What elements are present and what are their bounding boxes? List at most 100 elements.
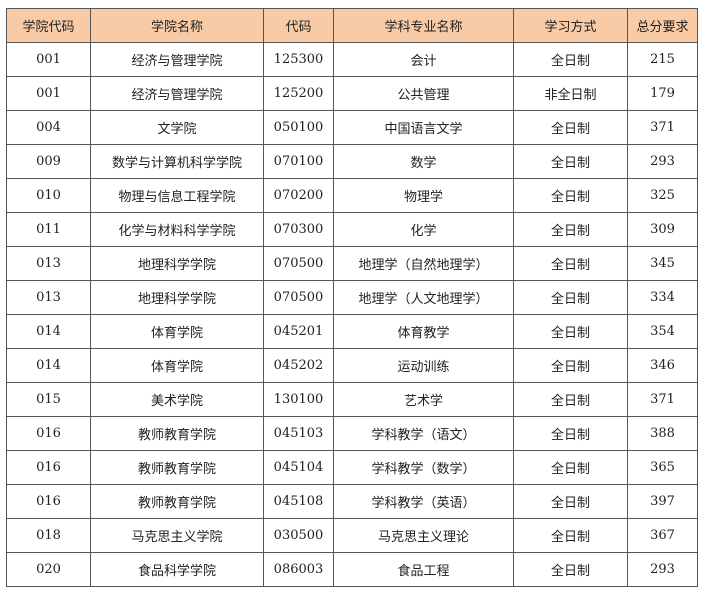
table-cell: 179 [627,76,698,111]
table-cell: 371 [627,110,698,145]
table-cell: 教师教育学院 [90,416,264,451]
table-row: 020 食品科学学院 086003 食品工程 全日制 293 [6,552,698,587]
table-cell: 艺术学 [333,382,514,417]
table-cell: 050100 [263,110,334,145]
table-cell: 125200 [263,76,334,111]
table-cell: 马克思主义学院 [90,518,264,553]
table-cell: 全日制 [513,552,628,587]
table-cell: 365 [627,450,698,485]
table-cell: 367 [627,518,698,553]
table-cell: 004 [6,110,91,145]
table-row: 009 数学与计算机科学学院 070100 数学 全日制 293 [6,144,698,179]
table-body: 001 经济与管理学院 125300 会计 全日制 215 001 经济与管理学院 125200… [6,42,698,587]
table-cell: 293 [627,552,698,587]
admission-table: 学院代码 学院名称 代码 学科专业名称 学习方式 总分要求 001 经济与管理学院 12530… [6,8,698,587]
table-cell: 354 [627,314,698,349]
table-cell: 086003 [263,552,334,587]
table-cell: 371 [627,382,698,417]
table-row: 001 经济与管理学院 125200 公共管理 非全日制 179 [6,76,698,111]
table-cell: 物理与信息工程学院 [90,178,264,213]
table-cell: 014 [6,314,91,349]
table-cell: 345 [627,246,698,281]
table-cell: 体育学院 [90,314,264,349]
table-cell: 全日制 [513,314,628,349]
table-cell: 地理学（自然地理学） [333,246,514,281]
table-cell: 001 [6,76,91,111]
table-cell: 045103 [263,416,334,451]
table-cell: 文学院 [90,110,264,145]
header-cell: 代码 [263,8,334,43]
table-cell: 070200 [263,178,334,213]
table-cell: 化学 [333,212,514,247]
table-cell: 会计 [333,42,514,77]
table-cell: 045201 [263,314,334,349]
table-cell: 食品科学学院 [90,552,264,587]
table-cell: 地理科学学院 [90,246,264,281]
table-cell: 020 [6,552,91,587]
table-cell: 215 [627,42,698,77]
table-cell: 美术学院 [90,382,264,417]
header-cell: 总分要求 [627,8,698,43]
table-cell: 130100 [263,382,334,417]
table-row: 011 化学与材料科学学院 070300 化学 全日制 309 [6,212,698,247]
table-cell: 388 [627,416,698,451]
table-row: 018 马克思主义学院 030500 马克思主义理论 全日制 367 [6,518,698,553]
table-cell: 教师教育学院 [90,484,264,519]
table-cell: 334 [627,280,698,315]
table-cell: 全日制 [513,246,628,281]
table-cell: 全日制 [513,450,628,485]
table-cell: 293 [627,144,698,179]
table-cell: 全日制 [513,212,628,247]
table-cell: 070500 [263,246,334,281]
header-cell: 学习方式 [513,8,628,43]
header-cell: 学院名称 [90,8,264,43]
header-cell: 学院代码 [6,8,91,43]
table-cell: 全日制 [513,484,628,519]
table-cell: 325 [627,178,698,213]
table-cell: 010 [6,178,91,213]
table-cell: 045108 [263,484,334,519]
table-cell: 数学与计算机科学学院 [90,144,264,179]
header-cell: 学科专业名称 [333,8,514,43]
table-cell: 全日制 [513,382,628,417]
table-cell: 体育教学 [333,314,514,349]
table-cell: 001 [6,42,91,77]
table-row: 013 地理科学学院 070500 地理学（自然地理学） 全日制 345 [6,246,698,281]
table-cell: 学科教学（数学） [333,450,514,485]
table-cell: 全日制 [513,144,628,179]
table-cell: 地理科学学院 [90,280,264,315]
table-cell: 013 [6,280,91,315]
table-cell: 015 [6,382,91,417]
header-row: 学院代码 学院名称 代码 学科专业名称 学习方式 总分要求 [6,8,698,43]
table-cell: 070500 [263,280,334,315]
table-cell: 学科教学（英语） [333,484,514,519]
table-cell: 全日制 [513,518,628,553]
table-cell: 非全日制 [513,76,628,111]
table-cell: 346 [627,348,698,383]
table-cell: 070100 [263,144,334,179]
table-cell: 公共管理 [333,76,514,111]
table-cell: 马克思主义理论 [333,518,514,553]
table-cell: 016 [6,450,91,485]
table-cell: 018 [6,518,91,553]
table-cell: 地理学（人文地理学） [333,280,514,315]
table-cell: 125300 [263,42,334,77]
table-cell: 397 [627,484,698,519]
table-cell: 全日制 [513,416,628,451]
table-cell: 全日制 [513,178,628,213]
table-cell: 013 [6,246,91,281]
table-cell: 030500 [263,518,334,553]
table-row: 013 地理科学学院 070500 地理学（人文地理学） 全日制 334 [6,280,698,315]
table-cell: 011 [6,212,91,247]
table-cell: 食品工程 [333,552,514,587]
table-cell: 化学与材料科学学院 [90,212,264,247]
table-row: 016 教师教育学院 045108 学科教学（英语） 全日制 397 [6,484,698,519]
table-row: 016 教师教育学院 045104 学科教学（数学） 全日制 365 [6,450,698,485]
table-cell: 物理学 [333,178,514,213]
table-cell: 全日制 [513,348,628,383]
table-cell: 309 [627,212,698,247]
table-row: 015 美术学院 130100 艺术学 全日制 371 [6,382,698,417]
table-cell: 体育学院 [90,348,264,383]
table-cell: 016 [6,416,91,451]
